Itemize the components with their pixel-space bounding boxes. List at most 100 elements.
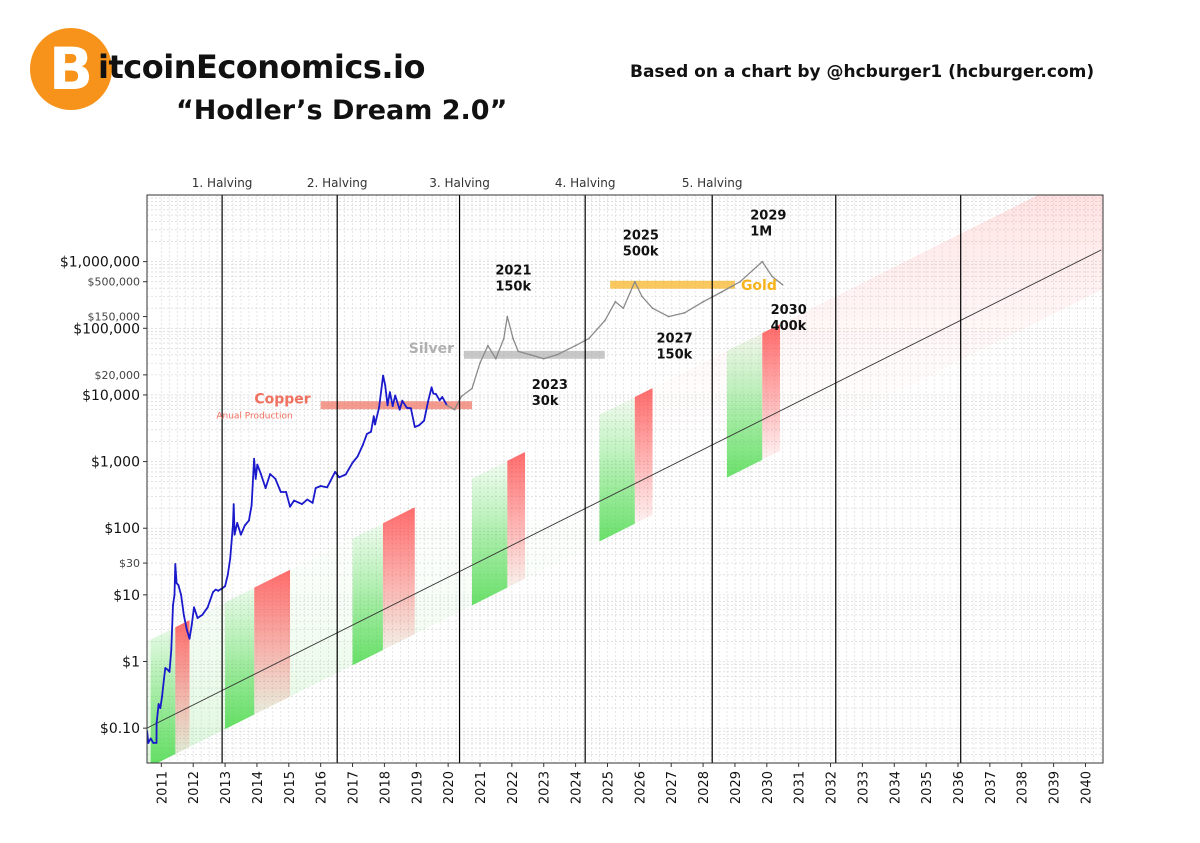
halving-label: 5. Halving <box>682 176 743 190</box>
cycle-green-zone <box>352 523 383 666</box>
annotation-text: 30k <box>532 394 559 409</box>
price-point <box>232 503 235 506</box>
price-point <box>398 408 401 411</box>
chart-credit: Based on a chart by @hcburger1 (hcburger… <box>630 62 1095 82</box>
x-tick-label: 2034 <box>888 771 903 804</box>
x-tick-label: 2012 <box>187 771 202 804</box>
projection-point <box>720 291 723 293</box>
price-point <box>351 461 354 464</box>
x-tick-label: 2027 <box>665 771 680 804</box>
metal-band-copper <box>320 401 472 410</box>
x-tick-label: 2040 <box>1079 771 1094 804</box>
price-point <box>174 563 177 565</box>
projection-point <box>702 300 704 303</box>
price-point <box>372 415 375 418</box>
x-tick-label: 2025 <box>601 771 616 804</box>
price-point <box>423 419 426 422</box>
price-point <box>170 648 173 651</box>
x-tick-label: 2036 <box>952 771 967 804</box>
x-tick-label: 2020 <box>442 771 457 804</box>
price-point <box>214 588 217 591</box>
price-point <box>180 593 182 596</box>
price-point <box>264 487 267 489</box>
price-point <box>410 407 412 410</box>
projection-point <box>542 357 545 360</box>
projection-point <box>683 312 686 314</box>
price-point <box>156 711 159 714</box>
price-point <box>418 424 420 427</box>
price-point <box>201 614 204 616</box>
y-tick-label: $10,000 <box>82 388 140 404</box>
projection-line <box>446 260 784 411</box>
price-point <box>233 533 236 536</box>
halving-label: 1. Halving <box>192 176 253 190</box>
x-tick-label: 2019 <box>410 771 425 804</box>
x-tick-label: 2032 <box>825 771 840 804</box>
brand-title: itcoinEconomics.io <box>98 48 425 86</box>
annotation-text: 150k <box>495 280 531 295</box>
price-point <box>236 522 239 524</box>
price-point <box>166 668 169 671</box>
cycle-red-zone <box>634 388 653 524</box>
price-point <box>301 503 303 506</box>
price-point <box>405 406 408 409</box>
cycle-green-zone <box>726 333 763 478</box>
price-point <box>259 473 262 475</box>
price-point <box>382 374 384 377</box>
projection-point <box>667 315 670 318</box>
plot-area <box>147 195 1103 763</box>
price-point <box>441 396 444 398</box>
price-point <box>226 573 229 576</box>
x-tick-label: 2014 <box>251 771 266 804</box>
annotation-text: 2021 <box>495 264 531 279</box>
price-point <box>370 430 372 433</box>
x-tick-label: 2018 <box>378 771 393 804</box>
x-tick-label: 2021 <box>474 771 489 804</box>
projection-point <box>622 307 625 310</box>
y-tick-label: $500,000 <box>88 276 141 289</box>
price-point <box>391 405 394 407</box>
x-tick-label: 2028 <box>697 771 712 804</box>
price-point <box>229 557 232 560</box>
price-point <box>394 394 397 397</box>
x-tick-label: 2031 <box>793 771 808 804</box>
x-tick-label: 2017 <box>347 771 362 804</box>
projection-point <box>506 315 509 318</box>
x-tick-label: 2016 <box>315 771 330 804</box>
x-tick-label: 2013 <box>219 771 234 804</box>
projection-point <box>651 307 654 310</box>
price-point <box>188 637 191 640</box>
price-point <box>164 667 167 669</box>
price-point <box>427 400 429 403</box>
projection-point <box>453 408 456 411</box>
y-tick-label: $10 <box>113 588 140 604</box>
price-point <box>243 524 246 527</box>
projection-point <box>512 337 514 340</box>
annotation-text: 2025 <box>623 229 659 244</box>
projection-point <box>529 353 532 356</box>
projection-point <box>517 350 520 353</box>
y-tick-label: $100,000 <box>73 321 140 337</box>
annotation-text: 400k <box>771 319 807 334</box>
cycle-red-zone <box>382 507 415 651</box>
projection-point <box>471 387 473 390</box>
price-point <box>362 443 364 446</box>
metal-band-gold <box>610 280 735 289</box>
annotation-text: 2030 <box>771 303 807 318</box>
y-tick-label: $1,000 <box>91 455 140 471</box>
price-point <box>386 404 389 407</box>
price-point <box>269 473 272 475</box>
price-point <box>168 670 171 673</box>
y-tick-label: $100 <box>104 521 140 537</box>
projection-point <box>603 319 606 322</box>
x-tick-label: 2033 <box>856 771 871 804</box>
price-point <box>285 491 288 493</box>
cycle-red-zone <box>254 569 291 715</box>
price-point <box>232 524 234 527</box>
price-point <box>239 533 242 536</box>
halving-label: 4. Halving <box>555 176 616 190</box>
metal-label-silver: Silver <box>409 341 454 357</box>
projection-point <box>633 280 636 283</box>
